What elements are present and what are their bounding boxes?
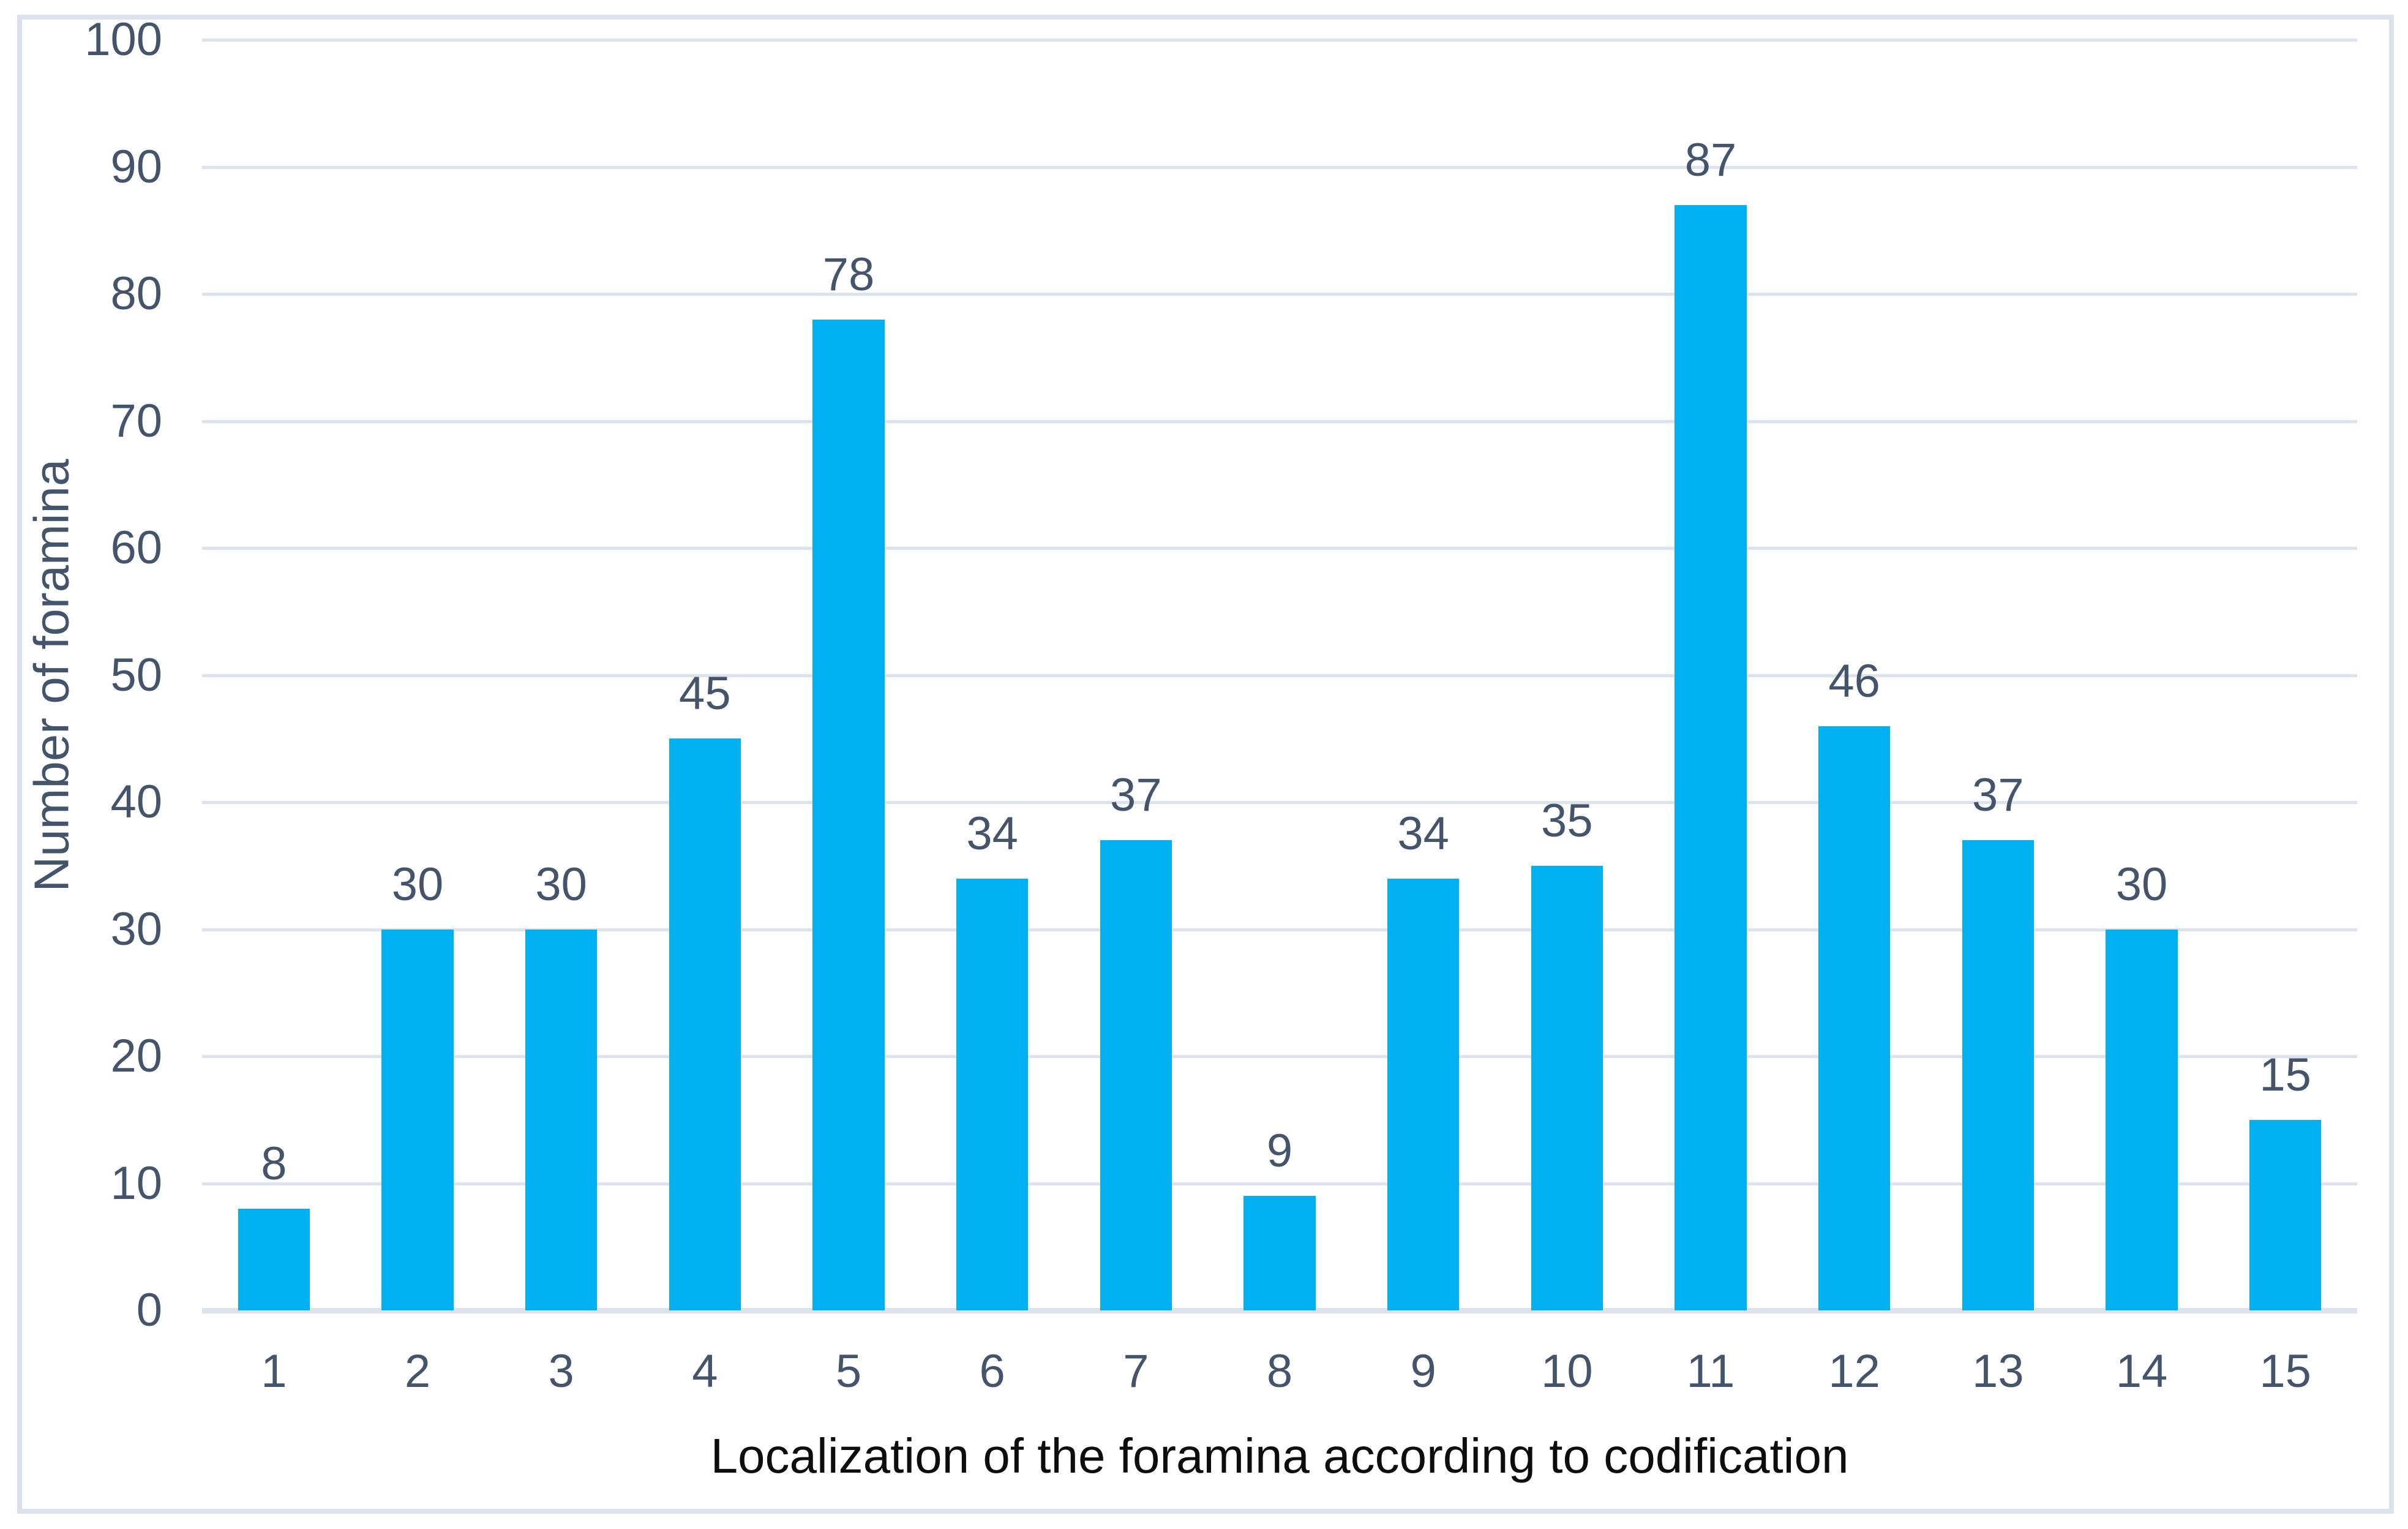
- y-axis-tick-label: 80: [110, 268, 162, 320]
- gridline: [202, 674, 2357, 677]
- bar-value-label: 9: [1266, 1125, 1293, 1178]
- bar: [1531, 865, 1603, 1310]
- bar: [381, 929, 454, 1310]
- bar-value-label: 78: [822, 248, 875, 301]
- gridline: [202, 165, 2357, 169]
- bar-value-label: 46: [1828, 655, 1880, 707]
- y-axis-tick-label: 60: [110, 522, 162, 574]
- bar: [1243, 1196, 1316, 1310]
- x-axis-tick-label: 8: [1266, 1345, 1293, 1397]
- gridline: [202, 293, 2357, 296]
- y-axis-tick-label: 40: [110, 776, 162, 828]
- bar: [1675, 205, 1747, 1310]
- bar-value-label: 37: [1110, 769, 1162, 822]
- bar-value-label: 34: [1397, 807, 1449, 860]
- y-axis-tick-label: 100: [84, 13, 162, 66]
- bar: [956, 878, 1029, 1310]
- x-axis-tick-label: 2: [404, 1345, 431, 1397]
- bar: [2249, 1119, 2322, 1310]
- bar-value-label: 30: [391, 858, 444, 911]
- y-axis-title-text: Number of foramina: [24, 459, 79, 892]
- y-axis-tick-label: 90: [110, 140, 162, 193]
- bar-value-label: 45: [679, 667, 731, 720]
- bar-value-label: 34: [966, 807, 1018, 860]
- gridline: [202, 801, 2357, 804]
- bar-value-label: 35: [1541, 794, 1593, 847]
- x-axis-tick-label: 1: [261, 1345, 287, 1397]
- x-axis-tick-label: 10: [1541, 1345, 1593, 1397]
- gridline: [202, 928, 2357, 931]
- x-axis-tick-label: 15: [2259, 1345, 2311, 1397]
- bar: [238, 1209, 310, 1310]
- x-axis-tick-label: 13: [1972, 1345, 2024, 1397]
- y-axis-tick-label: 70: [110, 394, 162, 447]
- gridline: [202, 419, 2357, 423]
- x-axis-tick-label: 6: [979, 1345, 1005, 1397]
- gridline: [202, 1055, 2357, 1058]
- bar: [2106, 929, 2178, 1310]
- x-axis-tick-label: 3: [548, 1345, 574, 1397]
- bar-value-label: 87: [1684, 133, 1737, 186]
- x-axis-tick-label: 9: [1410, 1345, 1436, 1397]
- bar-value-label: 30: [535, 858, 587, 911]
- y-axis-tick-label: 50: [110, 648, 162, 701]
- x-axis-tick-label: 5: [835, 1345, 862, 1397]
- bar: [669, 738, 741, 1310]
- x-axis-tick-label: 4: [692, 1345, 718, 1397]
- bar-value-label: 8: [261, 1138, 287, 1190]
- bar: [1962, 840, 2034, 1310]
- y-axis-tick-label: 20: [110, 1030, 162, 1082]
- y-axis-tick-label: 0: [136, 1284, 162, 1336]
- x-axis-title: Localization of the foramina according t…: [710, 1429, 1849, 1483]
- x-axis-tick-label: 14: [2115, 1345, 2168, 1397]
- gridline: [202, 1308, 2357, 1313]
- gridline: [202, 1182, 2357, 1185]
- gridline: [202, 39, 2357, 42]
- bar-value-label: 30: [2115, 858, 2168, 911]
- x-axis-tick-label: 11: [1686, 1345, 1735, 1397]
- bar-value-label: 15: [2259, 1048, 2311, 1101]
- bar: [525, 929, 598, 1310]
- bar: [1387, 878, 1460, 1310]
- y-axis-title: Number of foramina: [9, 40, 94, 1310]
- y-axis-tick-label: 10: [110, 1157, 162, 1209]
- bar: [812, 319, 885, 1310]
- bar: [1818, 726, 1891, 1310]
- gridline: [202, 547, 2357, 550]
- y-axis-tick-label: 30: [110, 903, 162, 955]
- x-axis-tick-label: 7: [1123, 1345, 1149, 1397]
- chart-frame: [17, 15, 2394, 1514]
- x-axis-tick-label: 12: [1828, 1345, 1880, 1397]
- bar-value-label: 37: [1972, 769, 2024, 822]
- bar: [1100, 840, 1172, 1310]
